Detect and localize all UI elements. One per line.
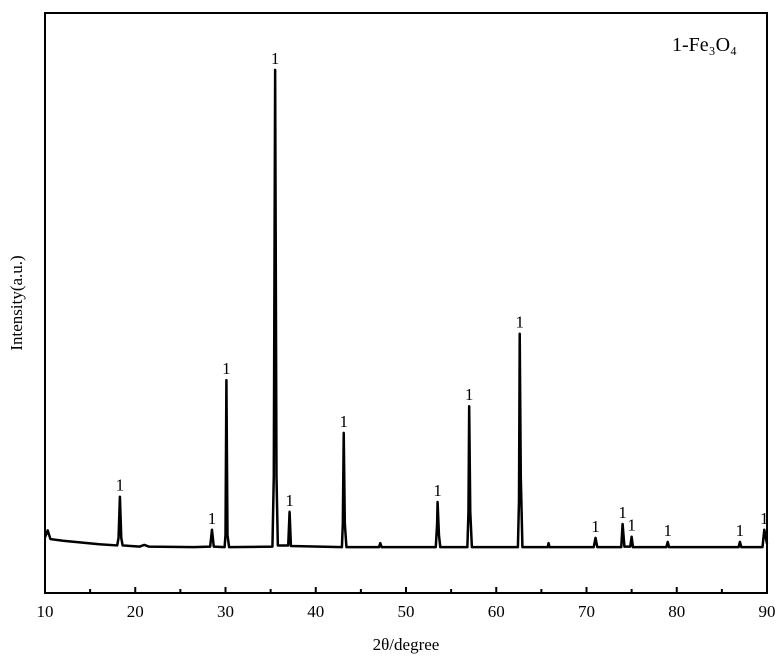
peak-label: 1 [663, 521, 672, 540]
x-tick-label: 70 [578, 602, 595, 621]
peak-label: 1 [760, 509, 769, 528]
peak-label: 1 [627, 516, 636, 535]
peak-label: 1 [618, 503, 627, 522]
peak-label: 1 [285, 491, 294, 510]
peak-label: 1 [222, 359, 231, 378]
x-tick-label: 10 [37, 602, 54, 621]
x-tick-label: 20 [127, 602, 144, 621]
peak-label: 1 [271, 49, 280, 68]
peak-label: 1 [465, 385, 474, 404]
x-tick-label: 50 [398, 602, 415, 621]
peak-label: 1 [736, 521, 745, 540]
x-tick-label: 40 [307, 602, 324, 621]
x-tick-label: 60 [488, 602, 505, 621]
legend-label: 1-Fe₃O₄ [672, 34, 737, 56]
data-line [43, 68, 769, 549]
peak-label: 1 [339, 412, 348, 431]
plot-frame [44, 12, 768, 594]
x-axis-label: 2θ/degree [373, 635, 440, 654]
peak-label: 1 [591, 517, 600, 536]
x-tick-label: 80 [668, 602, 685, 621]
x-tick-label: 90 [759, 602, 776, 621]
peak-label: 1 [208, 509, 217, 528]
y-axis-label: Intensity(a.u.) [7, 255, 26, 350]
peak-label: 1 [433, 481, 442, 500]
peak-label: 1 [116, 476, 125, 495]
x-tick-label: 30 [217, 602, 234, 621]
peak-label: 1 [515, 313, 524, 332]
